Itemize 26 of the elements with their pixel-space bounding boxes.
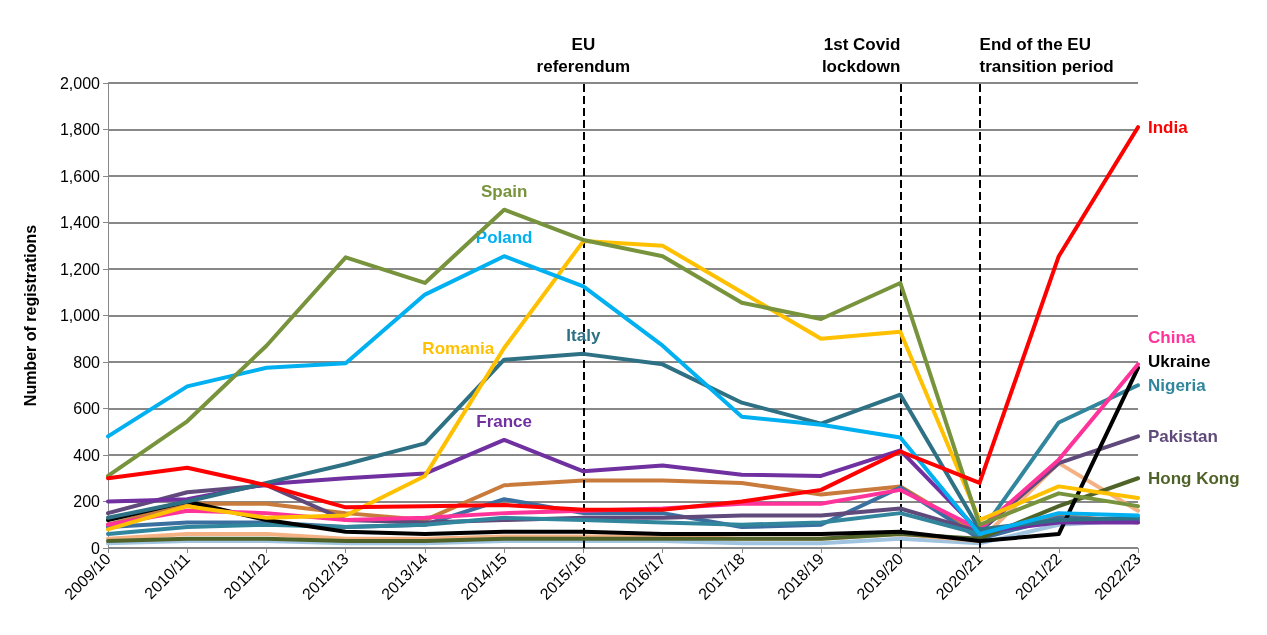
ref-line-label: EU referendum [536,34,631,76]
series-label: Hong Kong [1148,468,1240,488]
series-label: Italy [566,325,601,345]
series-label: Pakistan [1148,426,1218,446]
y-tick-label: 400 [73,446,101,464]
y-tick-label: 1,600 [59,167,101,185]
series-label: Spain [481,181,528,201]
y-tick-label: 1,400 [59,214,101,231]
y-tick-label: 1,800 [59,121,101,138]
y-tick-label: 600 [73,400,101,417]
y-tick-label: 1,200 [59,260,101,278]
series-label: Nigeria [1148,375,1207,395]
ref-line-label: 1st Covid lockdown [821,34,901,76]
series-label: Ukraine [1148,351,1211,371]
y-axis-title: Number of registrations [21,224,39,407]
y-tick-label: 200 [73,493,101,510]
series-label: France [476,411,533,431]
y-tick-label: 0 [91,539,101,557]
y-tick-label: 800 [73,353,101,371]
y-tick-label: 2,000 [59,74,101,92]
series-label: Romania [422,338,495,358]
series-label: India [1148,117,1189,137]
y-tick-label: 1,000 [59,307,101,324]
line-series [106,125,1140,512]
series-label: China [1148,327,1196,347]
ref-line-label: End of the EU transition period [979,34,1114,76]
